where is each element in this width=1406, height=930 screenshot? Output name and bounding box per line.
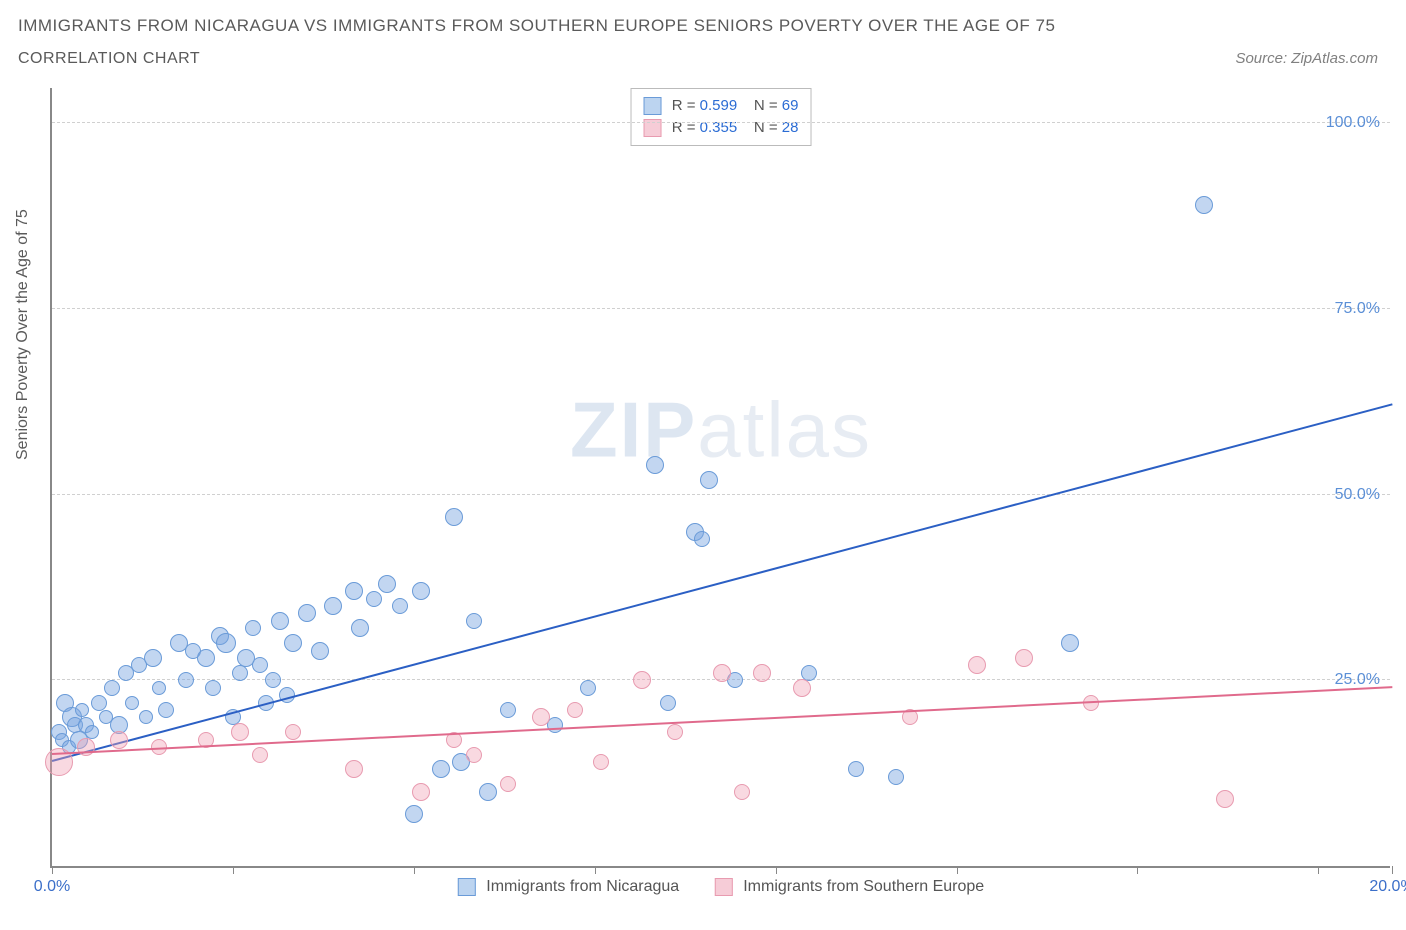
- bottom-legend: Immigrants from Nicaragua Immigrants fro…: [458, 878, 984, 896]
- data-point: [713, 664, 731, 682]
- data-point: [500, 702, 516, 718]
- data-point: [197, 649, 215, 667]
- data-point: [152, 681, 166, 695]
- data-point: [694, 531, 710, 547]
- data-point: [734, 784, 750, 800]
- data-point: [345, 760, 363, 778]
- data-point: [252, 657, 268, 673]
- ytick-label: 100.0%: [1326, 114, 1380, 132]
- xtick: [233, 866, 234, 874]
- bottom-legend-label-1: Immigrants from Southern Europe: [743, 878, 984, 895]
- stats-legend-box: R = 0.599 N = 69 R = 0.355 N = 28: [631, 88, 812, 146]
- data-point: [158, 702, 174, 718]
- data-point: [1195, 196, 1213, 214]
- xtick: [414, 866, 415, 874]
- data-point: [466, 747, 482, 763]
- xtick: [776, 866, 777, 874]
- data-point: [479, 783, 497, 801]
- data-point: [284, 634, 302, 652]
- data-point: [144, 649, 162, 667]
- xtick-label: 20.0%: [1369, 878, 1406, 896]
- data-point: [324, 597, 342, 615]
- data-point: [532, 708, 550, 726]
- stats-legend-row-1: R = 0.355 N = 28: [644, 117, 799, 139]
- data-point: [793, 679, 811, 697]
- data-point: [311, 642, 329, 660]
- stats-legend-row-0: R = 0.599 N = 69: [644, 95, 799, 117]
- data-point: [405, 805, 423, 823]
- data-point: [593, 754, 609, 770]
- data-point: [139, 710, 153, 724]
- data-point: [232, 665, 248, 681]
- ytick-label: 50.0%: [1335, 486, 1380, 504]
- data-point: [633, 671, 651, 689]
- data-point: [351, 619, 369, 637]
- data-point: [216, 633, 236, 653]
- trend-line: [52, 686, 1392, 755]
- data-point: [104, 680, 120, 696]
- data-point: [125, 696, 139, 710]
- data-point: [646, 456, 664, 474]
- chart-title-main: IMMIGRANTS FROM NICARAGUA VS IMMIGRANTS …: [18, 16, 1055, 36]
- data-point: [392, 598, 408, 614]
- trend-line: [52, 403, 1393, 762]
- xtick-label: 0.0%: [34, 878, 70, 896]
- xtick: [1318, 866, 1319, 874]
- data-point: [412, 783, 430, 801]
- xtick: [1137, 866, 1138, 874]
- data-point: [378, 575, 396, 593]
- data-point: [1061, 634, 1079, 652]
- gridline: [52, 122, 1390, 123]
- data-point: [85, 725, 99, 739]
- data-point: [178, 672, 194, 688]
- data-point: [888, 769, 904, 785]
- data-point: [567, 702, 583, 718]
- plot-area: ZIPatlas R = 0.599 N = 69 R = 0.355 N = …: [50, 88, 1390, 868]
- data-point: [968, 656, 986, 674]
- data-point: [245, 620, 261, 636]
- gridline: [52, 494, 1390, 495]
- data-point: [298, 604, 316, 622]
- data-point: [500, 776, 516, 792]
- data-point: [1015, 649, 1033, 667]
- watermark: ZIPatlas: [570, 385, 872, 476]
- data-point: [110, 731, 128, 749]
- data-point: [667, 724, 683, 740]
- data-point: [252, 747, 268, 763]
- source-label: Source: ZipAtlas.com: [1235, 50, 1378, 67]
- bottom-legend-label-0: Immigrants from Nicaragua: [486, 878, 679, 895]
- data-point: [580, 680, 596, 696]
- xtick: [1392, 866, 1393, 874]
- data-point: [412, 582, 430, 600]
- data-point: [75, 703, 89, 717]
- ytick-label: 75.0%: [1335, 300, 1380, 318]
- data-point: [231, 723, 249, 741]
- swatch-icon: [458, 878, 476, 896]
- data-point: [345, 582, 363, 600]
- swatch-icon: [644, 97, 662, 115]
- data-point: [466, 613, 482, 629]
- data-point: [271, 612, 289, 630]
- data-point: [848, 761, 864, 777]
- data-point: [1216, 790, 1234, 808]
- data-point: [660, 695, 676, 711]
- data-point: [265, 672, 281, 688]
- data-point: [445, 508, 463, 526]
- xtick: [52, 866, 53, 874]
- data-point: [366, 591, 382, 607]
- xtick: [957, 866, 958, 874]
- data-point: [91, 695, 107, 711]
- data-point: [753, 664, 771, 682]
- data-point: [432, 760, 450, 778]
- xtick: [595, 866, 596, 874]
- y-axis-label: Seniors Poverty Over the Age of 75: [14, 209, 32, 460]
- swatch-icon: [715, 878, 733, 896]
- data-point: [205, 680, 221, 696]
- data-point: [700, 471, 718, 489]
- chart-title-sub: CORRELATION CHART: [18, 50, 200, 68]
- gridline: [52, 308, 1390, 309]
- data-point: [285, 724, 301, 740]
